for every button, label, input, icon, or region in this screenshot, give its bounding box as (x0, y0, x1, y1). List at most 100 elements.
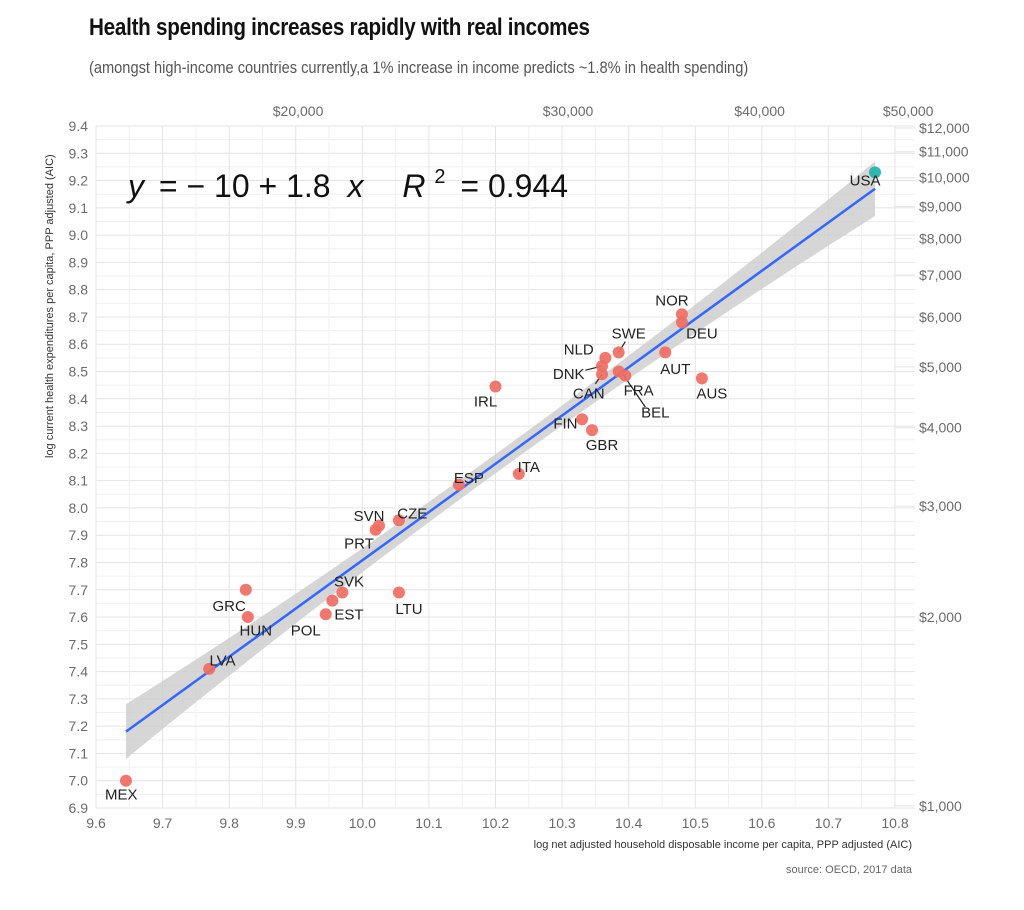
x-tick-label: 10.0 (349, 815, 376, 831)
x-tick-label: 10.8 (881, 815, 908, 831)
chart-subtitle: (amongst high-income countries currently… (89, 58, 749, 77)
point-fin (576, 413, 589, 426)
point-label-ita: ITA (518, 459, 540, 476)
secondary-y-tick-label: $8,000 (919, 231, 962, 247)
x-tick-label: 10.7 (815, 815, 842, 831)
y-tick-label: 7.0 (69, 773, 89, 789)
x-tick-label: 10.5 (682, 815, 709, 831)
x-tick-label: 10.6 (748, 815, 775, 831)
y-tick-label: 8.6 (69, 336, 89, 352)
point-pol (319, 608, 332, 621)
point-est (326, 594, 339, 607)
point-cze (392, 514, 405, 527)
y-tick-label: 9.1 (69, 200, 89, 216)
y-tick-label: 8.7 (69, 309, 89, 325)
point-grc (239, 583, 252, 596)
secondary-y-tick-label: $9,000 (919, 198, 962, 214)
point-label-irl: IRL (474, 394, 497, 411)
y-tick-label: 6.9 (69, 800, 89, 816)
point-label-dnk: DNK (553, 366, 585, 383)
x-tick-label: 9.9 (286, 815, 306, 831)
point-labels: USA NOR DEU AUT AUS SWE NLD DNK CAN BEL FRA IRL FIN G… (105, 173, 880, 804)
point-label-gbr: GBR (586, 437, 619, 454)
chart-title: Health spending increases rapidly with r… (89, 14, 590, 41)
secondary-y-tick-label: $12,000 (919, 120, 970, 136)
y-axis-ticks: 6.9 7.0 7.1 7.2 7.3 7.4 7.5 7.6 7.7 7.8 7.9 8.0 8.1 8… (69, 118, 89, 816)
equation-lhs: y (126, 168, 146, 204)
point-esp (452, 478, 465, 491)
point-swe (612, 346, 625, 359)
point-label-can: CAN (573, 385, 605, 402)
r2-label: R (402, 168, 425, 204)
regression-equation: y = − 10 + 1.8 x R 2 = 0.944 (126, 154, 568, 204)
point-deu (675, 316, 688, 329)
point-label-est: EST (334, 606, 363, 623)
point-label-fra: FRA (624, 383, 654, 400)
r2-value: = 0.944 (460, 168, 568, 204)
y-tick-label: 9.3 (69, 145, 89, 161)
secondary-y-tick-label: $5,000 (919, 359, 962, 375)
point-label-hun: HUN (240, 623, 273, 640)
y-tick-label: 9.2 (69, 173, 89, 189)
point-label-esp: ESP (454, 470, 484, 487)
point-label-nld: NLD (564, 342, 594, 359)
secondary-y-axis-ticks: $1,000 $2,000 $3,000 $4,000 $5,000 $6,000 $7,0… (895, 120, 970, 814)
equation-var: x (345, 168, 364, 204)
secondary-y-tick-label: $7,000 (919, 267, 962, 283)
point-irl (489, 380, 502, 393)
x-axis-label: log net adjusted household disposable in… (534, 839, 912, 851)
point-label-svk: SVK (334, 574, 364, 591)
point-label-swe: SWE (612, 325, 646, 342)
x-tick-label: 10.1 (415, 815, 442, 831)
secondary-y-tick-label: $6,000 (919, 309, 962, 325)
x-tick-label: 10.3 (548, 815, 575, 831)
secondary-y-tick-label: $2,000 (919, 609, 962, 625)
point-ltu (392, 586, 405, 599)
point-usa (869, 166, 882, 179)
point-label-deu: DEU (686, 325, 718, 342)
x-axis-ticks: 9.6 9.7 9.8 9.9 10.0 10.1 10.2 10.3 10.4 10.5 10.6… (86, 815, 909, 831)
point-label-lva: LVA (209, 653, 235, 670)
secondary-y-tick-label: $10,000 (919, 170, 970, 186)
secondary-x-tick-label: $20,000 (273, 103, 324, 119)
regression-line (125, 187, 876, 733)
point-label-grc: GRC (212, 598, 246, 615)
point-label-bel: BEL (641, 404, 669, 421)
x-tick-label: 10.4 (615, 815, 642, 831)
y-tick-label: 8.9 (69, 254, 89, 270)
secondary-x-tick-label: $40,000 (734, 103, 785, 119)
y-tick-label: 8.3 (69, 418, 89, 434)
point-label-aut: AUT (660, 361, 690, 378)
point-label-nor: NOR (655, 293, 689, 310)
y-tick-label: 8.2 (69, 445, 89, 461)
point-label-cze: CZE (397, 505, 427, 522)
y-tick-label: 8.0 (69, 500, 89, 516)
point-prt (369, 523, 382, 536)
point-label-prt: PRT (344, 535, 374, 552)
data-points (119, 166, 882, 787)
y-tick-label: 7.5 (69, 636, 89, 652)
equation-rhs: = − 10 + 1.8 (159, 168, 331, 204)
y-tick-label: 7.8 (69, 554, 89, 570)
point-label-svn: SVN (354, 508, 385, 525)
point-can (596, 368, 609, 381)
point-label-fin: FIN (553, 415, 577, 432)
x-tick-label: 9.8 (219, 815, 239, 831)
y-tick-label: 9.0 (69, 227, 89, 243)
secondary-y-tick-label: $1,000 (919, 798, 962, 814)
confidence-band (125, 161, 876, 759)
source-note: source: OECD, 2017 data (786, 864, 913, 876)
point-aut (659, 346, 672, 359)
secondary-y-tick-label: $4,000 (919, 420, 962, 436)
y-tick-label: 7.6 (69, 609, 89, 625)
y-tick-label: 8.8 (69, 282, 89, 298)
r2-superscript: 2 (434, 166, 445, 188)
point-label-aus: AUS (696, 385, 727, 402)
y-tick-label: 7.7 (69, 582, 89, 598)
point-hun (241, 611, 254, 624)
y-tick-label: 8.4 (69, 391, 89, 407)
y-tick-label: 7.9 (69, 527, 89, 543)
point-label-mex: MEX (105, 786, 138, 803)
secondary-y-tick-label: $11,000 (919, 144, 969, 160)
secondary-x-tick-label: $50,000 (883, 103, 934, 119)
